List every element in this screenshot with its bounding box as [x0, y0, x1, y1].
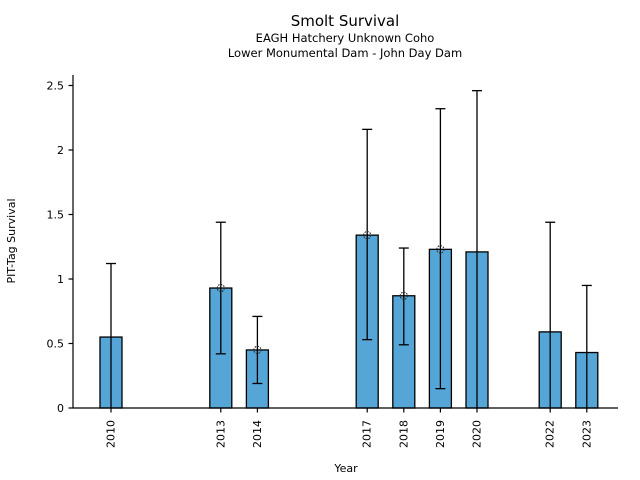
marker-2014 — [253, 345, 262, 355]
x-tick-label-2017: 2017 — [361, 420, 374, 448]
x-tick-label-2014: 2014 — [251, 420, 264, 448]
y-tick-label-0.5: 0.5 — [47, 338, 65, 351]
y-tick-label-1: 1 — [57, 273, 64, 286]
x-axis-label: Year — [333, 462, 358, 475]
y-tick-label-0: 0 — [57, 402, 64, 415]
chart-title: Smolt Survival — [291, 12, 400, 30]
chart-subtitle-line1: EAGH Hatchery Unknown Coho — [256, 31, 435, 45]
x-tick-label-2010: 2010 — [105, 420, 118, 448]
y-tick-label-2.5: 2.5 — [47, 80, 65, 93]
x-axis-ticks: 2010 2013 2014 2017 2018 2019 2020 2022 2023 — [105, 408, 593, 448]
bars-group — [99, 234, 599, 409]
marker-2019 — [436, 245, 445, 254]
y-tick-label-1.5: 1.5 — [47, 209, 65, 222]
x-tick-label-2020: 2020 — [471, 420, 484, 448]
plot-area: 0 0.5 1 1.5 2 2.5 2010 2013 2014 2017 2018 2019 202… — [47, 75, 618, 448]
chart-subtitle-line2: Lower Monumental Dam - John Day Dam — [228, 46, 462, 60]
x-tick-label-2019: 2019 — [434, 420, 447, 448]
marker-2013 — [216, 283, 225, 293]
x-tick-label-2022: 2022 — [544, 420, 557, 448]
error-bars-group — [106, 90, 592, 408]
x-tick-label-2018: 2018 — [397, 420, 410, 448]
point-markers-group — [216, 230, 445, 355]
x-tick-label-2013: 2013 — [214, 420, 227, 448]
marker-2018 — [399, 291, 408, 300]
marker-2017 — [363, 230, 372, 240]
y-tick-label-2: 2 — [57, 144, 64, 157]
y-axis-label: PIT-Tag Survival — [5, 198, 18, 283]
y-axis-ticks: 0 0.5 1 1.5 2 2.5 — [47, 80, 73, 415]
x-tick-label-2023: 2023 — [580, 420, 593, 448]
